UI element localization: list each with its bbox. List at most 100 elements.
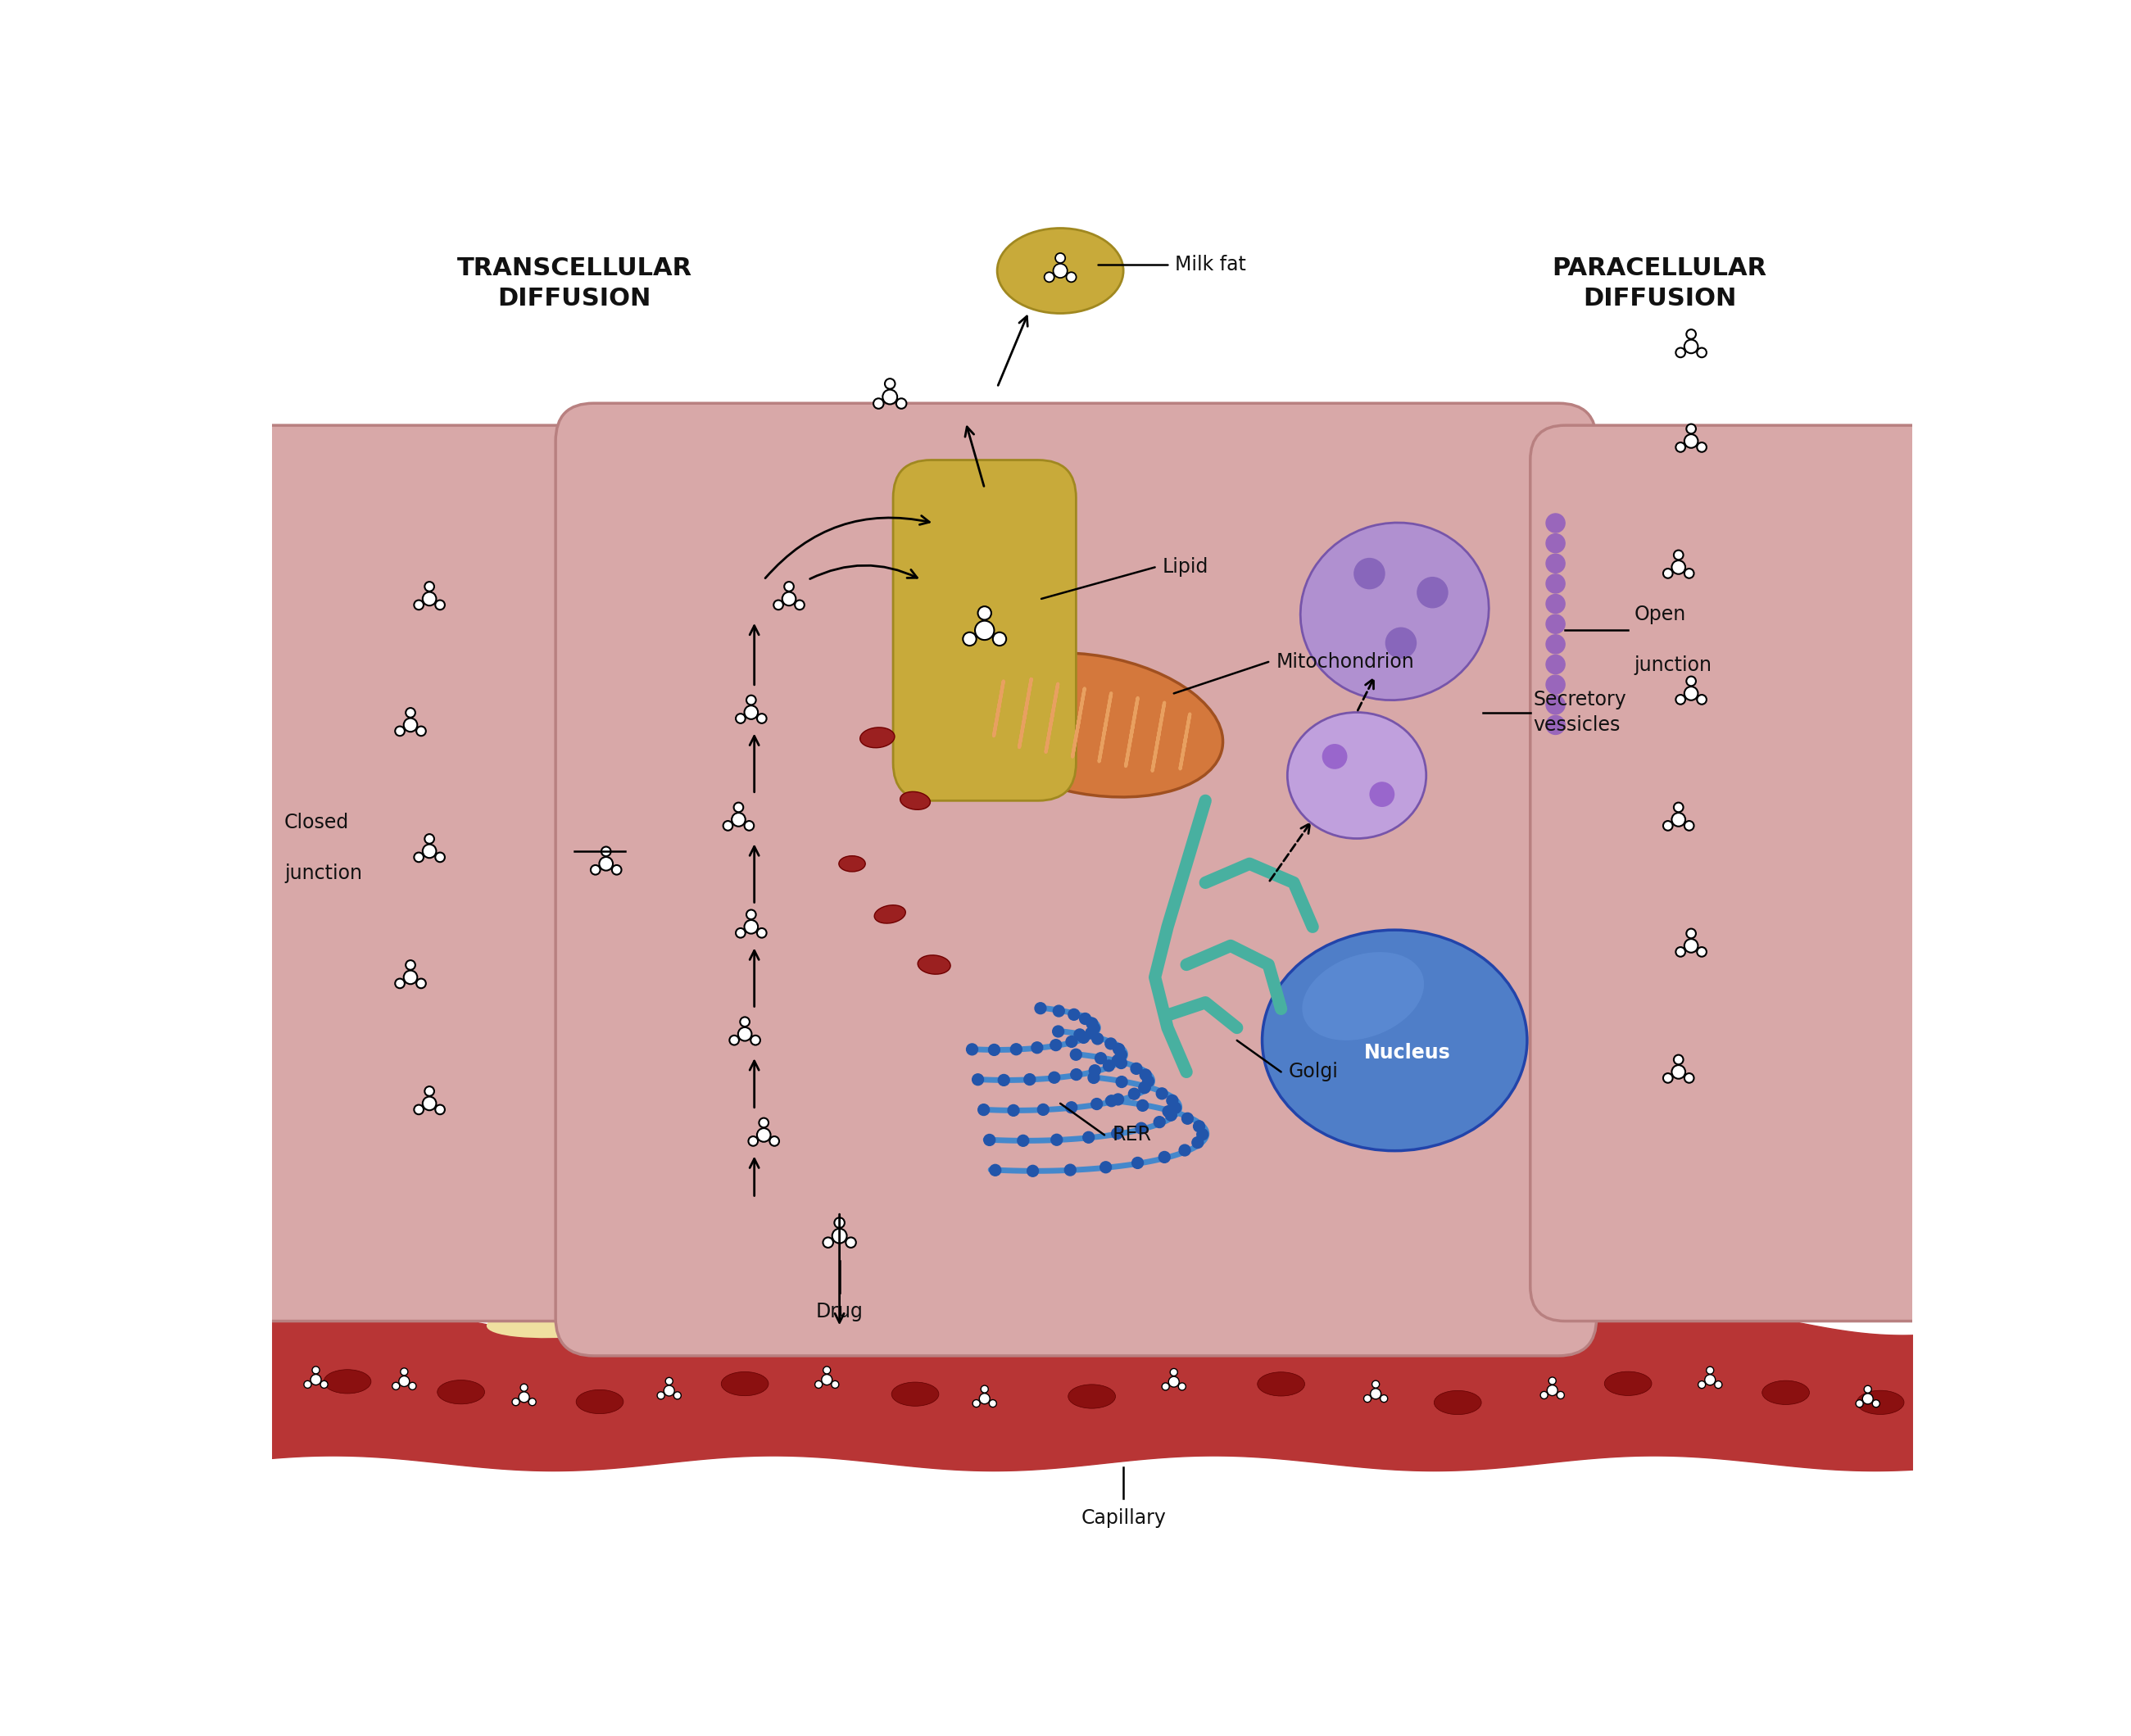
- Ellipse shape: [1117, 1276, 1294, 1311]
- Circle shape: [846, 1238, 857, 1248]
- Ellipse shape: [891, 1382, 940, 1406]
- Circle shape: [1673, 550, 1683, 559]
- Circle shape: [435, 1104, 445, 1115]
- Circle shape: [1132, 1158, 1144, 1168]
- Circle shape: [311, 1366, 320, 1373]
- Circle shape: [985, 1134, 995, 1146]
- Circle shape: [1683, 340, 1698, 354]
- Circle shape: [1547, 554, 1564, 573]
- Circle shape: [1051, 1134, 1063, 1146]
- Circle shape: [1683, 434, 1698, 448]
- Circle shape: [1153, 1116, 1166, 1128]
- Circle shape: [1686, 929, 1696, 937]
- Circle shape: [1070, 1049, 1083, 1061]
- Circle shape: [746, 910, 757, 920]
- Circle shape: [413, 601, 424, 609]
- Circle shape: [1027, 1165, 1038, 1177]
- Circle shape: [1547, 654, 1564, 674]
- Circle shape: [1873, 1399, 1880, 1408]
- Circle shape: [1031, 1042, 1042, 1054]
- Circle shape: [612, 865, 622, 875]
- Circle shape: [989, 1399, 997, 1408]
- Circle shape: [1662, 569, 1673, 578]
- Ellipse shape: [918, 955, 950, 974]
- Circle shape: [980, 1385, 989, 1392]
- Ellipse shape: [437, 1380, 484, 1404]
- Circle shape: [1112, 1094, 1123, 1106]
- Circle shape: [416, 979, 426, 988]
- Ellipse shape: [840, 856, 865, 871]
- Circle shape: [1104, 1061, 1115, 1071]
- Circle shape: [1675, 443, 1686, 451]
- Circle shape: [1016, 1135, 1029, 1146]
- Circle shape: [1140, 1069, 1151, 1080]
- Circle shape: [435, 601, 445, 609]
- Circle shape: [1193, 1121, 1204, 1132]
- Circle shape: [757, 929, 767, 937]
- Circle shape: [835, 1217, 844, 1227]
- Circle shape: [1696, 443, 1707, 451]
- Circle shape: [590, 865, 601, 875]
- Circle shape: [1074, 1029, 1085, 1040]
- Circle shape: [1370, 1389, 1381, 1399]
- Circle shape: [424, 833, 435, 844]
- Circle shape: [823, 1366, 831, 1373]
- Circle shape: [1547, 514, 1564, 533]
- Ellipse shape: [1856, 1391, 1905, 1415]
- Circle shape: [759, 1118, 769, 1127]
- Circle shape: [884, 378, 895, 389]
- Circle shape: [1673, 802, 1683, 812]
- Ellipse shape: [1068, 1384, 1115, 1408]
- Circle shape: [1038, 1104, 1048, 1115]
- Circle shape: [413, 852, 424, 863]
- Text: Golgi: Golgi: [1289, 1062, 1338, 1082]
- Circle shape: [1321, 745, 1347, 769]
- Circle shape: [784, 582, 793, 592]
- Circle shape: [1036, 1003, 1046, 1014]
- Circle shape: [1662, 1073, 1673, 1083]
- Circle shape: [1025, 1075, 1036, 1085]
- Circle shape: [1083, 1132, 1093, 1142]
- Circle shape: [1541, 1392, 1547, 1399]
- Circle shape: [1683, 821, 1694, 830]
- Ellipse shape: [1762, 1380, 1809, 1404]
- Circle shape: [1161, 1384, 1170, 1391]
- Circle shape: [1547, 715, 1564, 734]
- Text: Capillary: Capillary: [1080, 1509, 1166, 1528]
- Circle shape: [1686, 677, 1696, 686]
- Circle shape: [1117, 1076, 1127, 1087]
- Circle shape: [405, 960, 416, 970]
- Circle shape: [737, 1028, 752, 1042]
- Circle shape: [1066, 1036, 1078, 1047]
- Circle shape: [1095, 1052, 1106, 1064]
- Circle shape: [656, 1392, 665, 1399]
- Circle shape: [1132, 1062, 1142, 1075]
- Text: Open: Open: [1634, 604, 1686, 623]
- Circle shape: [1053, 264, 1068, 278]
- Circle shape: [748, 1137, 759, 1146]
- Circle shape: [1112, 1043, 1125, 1055]
- Ellipse shape: [961, 653, 1223, 797]
- Circle shape: [744, 920, 759, 934]
- Circle shape: [989, 1043, 999, 1055]
- Circle shape: [1089, 1023, 1100, 1035]
- Circle shape: [1671, 1066, 1686, 1078]
- Circle shape: [518, 1392, 528, 1403]
- Circle shape: [1698, 1380, 1705, 1389]
- Circle shape: [1159, 1151, 1170, 1163]
- Circle shape: [831, 1380, 840, 1389]
- Text: junction: junction: [1634, 656, 1711, 675]
- Circle shape: [1372, 1380, 1379, 1389]
- Text: Drug: Drug: [816, 1302, 863, 1321]
- Circle shape: [424, 582, 435, 592]
- Circle shape: [1112, 1055, 1123, 1066]
- Ellipse shape: [486, 1297, 688, 1338]
- Circle shape: [599, 858, 614, 870]
- Ellipse shape: [575, 1391, 624, 1413]
- Circle shape: [1683, 569, 1694, 578]
- Circle shape: [1696, 948, 1707, 957]
- Circle shape: [665, 1377, 673, 1385]
- Circle shape: [1008, 1104, 1019, 1116]
- Circle shape: [1091, 1033, 1104, 1045]
- Circle shape: [1164, 1106, 1174, 1118]
